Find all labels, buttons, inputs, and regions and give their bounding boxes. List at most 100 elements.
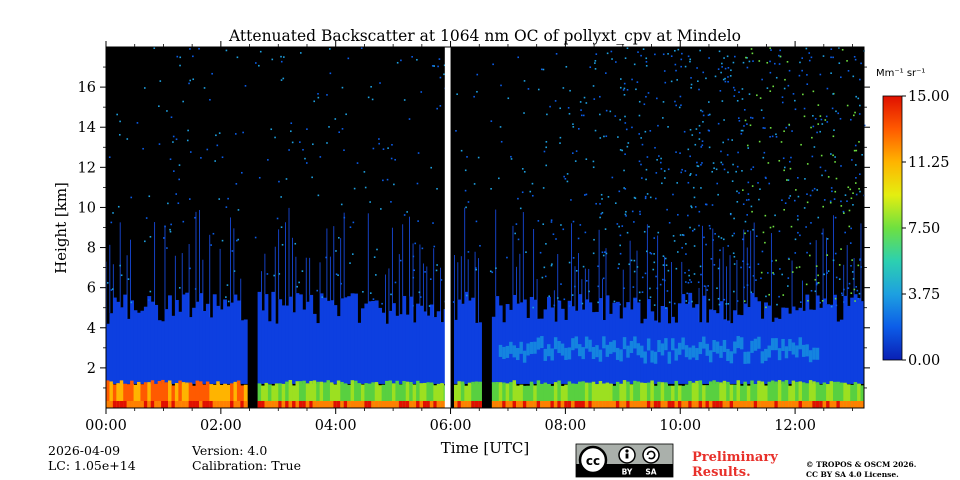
noise-pixel	[691, 229, 694, 232]
noise-pixel	[328, 126, 330, 128]
noise-pixel	[433, 245, 436, 248]
noise-pixel	[708, 146, 711, 149]
noise-pixel	[595, 53, 598, 55]
by-person-head	[625, 449, 629, 453]
surface-signal-column	[271, 400, 276, 408]
noise-pixel	[840, 248, 842, 250]
noise-pixel	[853, 55, 856, 58]
aerosol-spike	[385, 274, 386, 324]
noise-pixel	[700, 163, 702, 166]
surface-signal-column	[312, 400, 317, 408]
aerosol-spike	[109, 244, 111, 314]
surface-signal-column	[285, 400, 290, 408]
aerosol-layer-column	[223, 299, 227, 384]
aerosol-layer-column	[364, 303, 369, 384]
noise-pixel	[668, 301, 671, 304]
aerosol-layer-column	[826, 304, 830, 384]
boundary-layer-column	[536, 380, 541, 408]
noise-pixel	[283, 56, 285, 58]
noise-pixel	[506, 256, 508, 259]
aerosol-spike	[557, 254, 559, 301]
noise-pixel	[778, 63, 781, 65]
noise-pixel	[794, 99, 796, 102]
aerosol-layer-column	[543, 309, 548, 384]
noise-pixel	[665, 307, 667, 309]
boundary-layer-column	[350, 380, 355, 408]
noise-pixel	[611, 176, 614, 179]
boundary-layer-column	[581, 381, 586, 408]
boundary-layer-column	[388, 380, 393, 408]
noise-pixel	[741, 98, 744, 100]
boundary-layer-column	[192, 385, 196, 408]
boundary-layer-column	[154, 383, 159, 408]
boundary-layer-column	[174, 382, 179, 408]
noise-pixel	[403, 99, 406, 101]
surface-signal-column	[274, 400, 279, 408]
aerosol-spike	[815, 240, 817, 296]
surface-signal-column	[753, 400, 758, 408]
noise-pixel	[188, 198, 191, 200]
boundary-layer-column	[133, 384, 138, 408]
aerosol-spike	[536, 279, 538, 319]
surface-signal-column	[343, 400, 348, 408]
aerosol-spike	[671, 262, 672, 317]
aerosol-layer-column	[391, 303, 396, 384]
surface-signal-column	[677, 400, 682, 408]
noise-pixel	[646, 156, 649, 158]
surface-signal-column	[681, 400, 686, 408]
noise-pixel	[681, 168, 683, 171]
noise-pixel	[176, 55, 179, 58]
surface-signal-column	[788, 400, 793, 408]
surface-signal-column	[843, 400, 848, 408]
noise-pixel	[517, 238, 520, 241]
boundary-layer-column	[626, 381, 631, 408]
noise-pixel	[808, 52, 811, 54]
boundary-layer-column	[264, 382, 269, 408]
noise-pixel	[695, 128, 698, 130]
noise-pixel	[709, 227, 712, 230]
moist-layer-column	[808, 350, 813, 363]
noise-pixel	[842, 210, 845, 213]
surface-signal-column	[626, 400, 631, 408]
noise-pixel	[372, 147, 375, 150]
noise-pixel	[772, 272, 774, 274]
noise-pixel	[783, 166, 786, 169]
noise-pixel	[662, 101, 665, 103]
noise-pixel	[756, 94, 758, 97]
boundary-layer-column	[381, 384, 386, 408]
surface-signal-column	[791, 400, 796, 408]
aerosol-layer-column	[147, 296, 152, 384]
aerosol-layer-column	[161, 321, 165, 384]
noise-pixel	[693, 196, 696, 199]
noise-pixel	[604, 251, 606, 253]
surface-signal-column	[474, 400, 479, 408]
aerosol-layer-column	[385, 323, 389, 384]
noise-pixel	[689, 279, 691, 281]
noise-pixel	[796, 215, 799, 217]
aerosol-layer-column	[708, 309, 713, 384]
noise-pixel	[817, 104, 820, 106]
surface-signal-column	[112, 400, 117, 408]
noise-pixel	[794, 108, 797, 111]
noise-pixel	[600, 213, 603, 215]
surface-signal-column	[391, 400, 396, 408]
aerosol-spike	[581, 279, 583, 310]
noise-pixel	[514, 232, 516, 235]
noise-pixel	[643, 230, 646, 233]
boundary-layer-column	[171, 385, 176, 408]
aerosol-layer-column	[374, 300, 379, 384]
aerosol-spike	[571, 223, 572, 307]
surface-signal-column	[770, 400, 775, 408]
noise-pixel	[586, 280, 588, 282]
noise-pixel	[475, 268, 478, 271]
noise-pixel	[126, 138, 129, 140]
noise-pixel	[200, 157, 202, 159]
surface-signal-column	[529, 400, 534, 408]
noise-pixel	[278, 273, 281, 275]
noise-pixel	[705, 243, 707, 246]
noise-pixel	[843, 212, 845, 214]
aerosol-layer-column	[367, 301, 372, 384]
noise-pixel	[623, 169, 625, 172]
noise-pixel	[347, 57, 350, 60]
noise-pixel	[691, 300, 693, 303]
